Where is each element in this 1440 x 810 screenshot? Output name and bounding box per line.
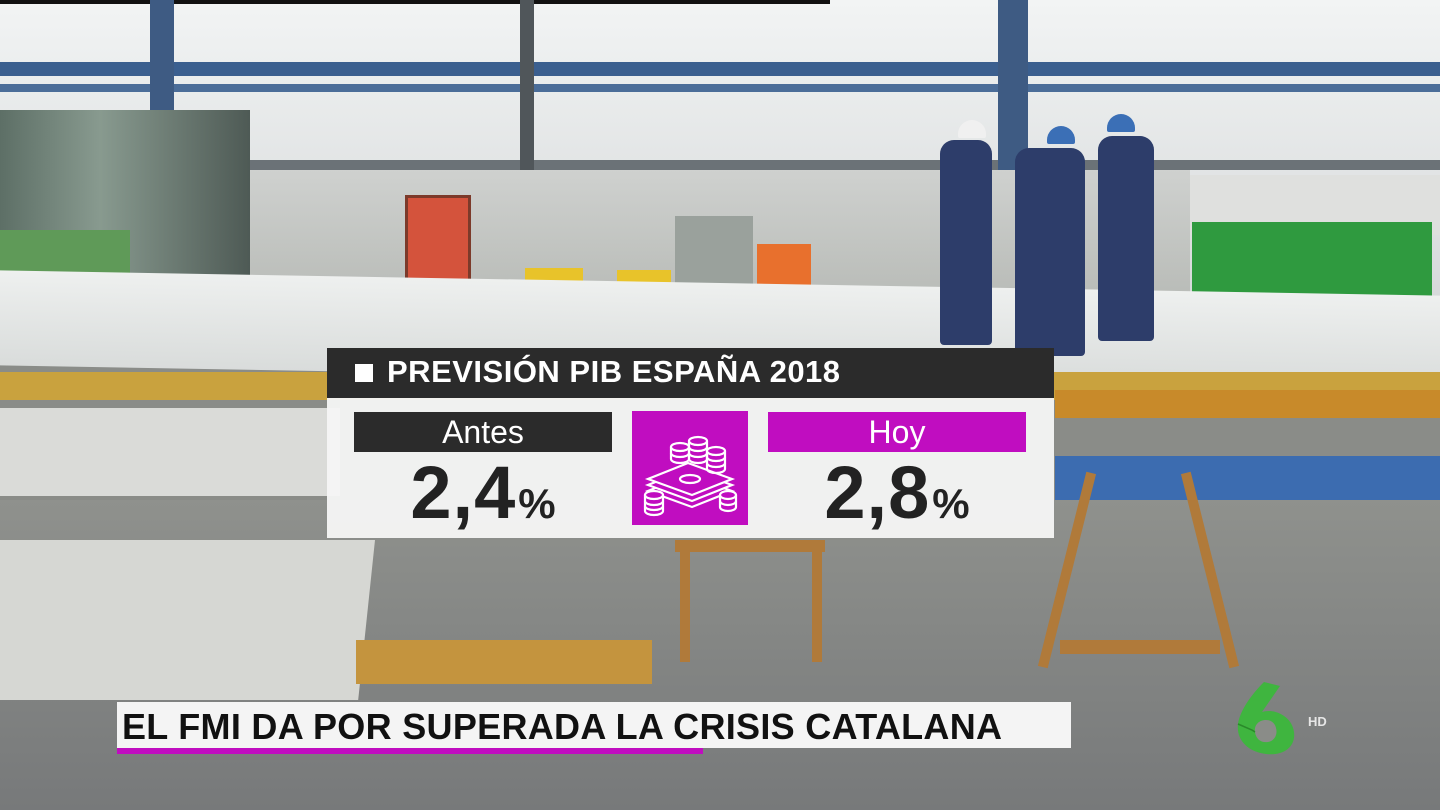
money-coins-icon bbox=[632, 411, 748, 525]
trestle-leg bbox=[812, 552, 822, 662]
before-value: 2,4% bbox=[354, 450, 612, 535]
crane-beam bbox=[0, 160, 1440, 170]
worker bbox=[1015, 148, 1085, 356]
gdp-graphic-title: PREVISIÓN PIB ESPAÑA 2018 bbox=[387, 354, 841, 389]
square-bullet-icon bbox=[355, 364, 373, 382]
before-value-number: 2,4 bbox=[410, 451, 517, 534]
today-label: Hoy bbox=[768, 412, 1026, 452]
trestle bbox=[675, 540, 825, 552]
crane-beam bbox=[0, 62, 1440, 76]
gdp-graphic-header: PREVISIÓN PIB ESPAÑA 2018 bbox=[327, 348, 1054, 398]
headline-banner: EL FMI DA POR SUPERADA LA CRISIS CATALAN… bbox=[117, 702, 1071, 748]
hd-badge: HD bbox=[1308, 714, 1327, 729]
gdp-graphic-body: Antes 2,4% bbox=[327, 398, 1054, 538]
headline-text: EL FMI DA POR SUPERADA LA CRISIS CATALAN… bbox=[122, 706, 1003, 747]
before-value-unit: % bbox=[518, 480, 556, 527]
today-value: 2,8% bbox=[768, 450, 1026, 535]
trestle bbox=[1060, 640, 1220, 654]
today-value-unit: % bbox=[932, 480, 970, 527]
rail bbox=[1055, 390, 1440, 418]
helmet bbox=[1107, 114, 1135, 132]
trestle-leg bbox=[680, 552, 690, 662]
worker bbox=[1098, 136, 1154, 341]
wooden-bench bbox=[356, 640, 652, 684]
top-band bbox=[0, 0, 830, 4]
rail bbox=[1055, 456, 1440, 500]
helmet bbox=[1047, 126, 1075, 144]
headline-accent-bar bbox=[117, 748, 703, 754]
la-sexta-logo-icon bbox=[1234, 680, 1298, 756]
worker bbox=[940, 140, 992, 345]
steel-slab bbox=[0, 540, 376, 700]
today-value-number: 2,8 bbox=[824, 451, 931, 534]
red-door bbox=[405, 195, 471, 290]
crane-beam bbox=[0, 84, 1440, 92]
before-label: Antes bbox=[354, 412, 612, 452]
helmet bbox=[958, 120, 986, 138]
steel-slab bbox=[0, 408, 340, 496]
